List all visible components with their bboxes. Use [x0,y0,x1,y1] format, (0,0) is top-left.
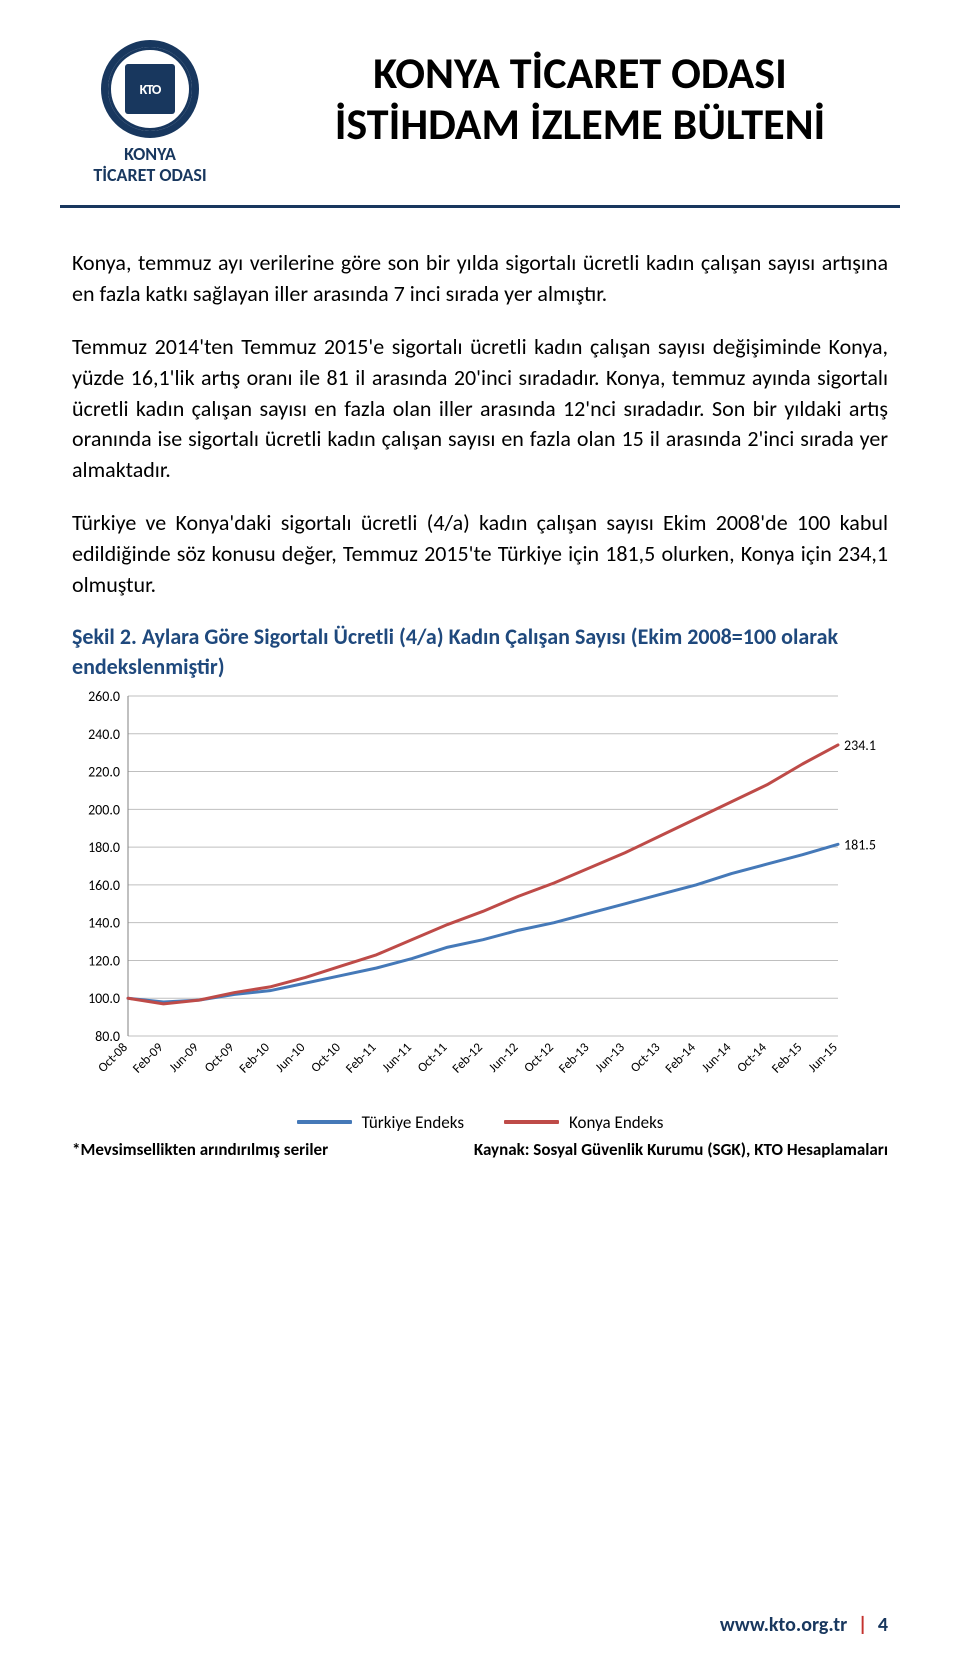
legend-swatch-konya [504,1120,559,1124]
paragraph-3: Türkiye ve Konya'daki sigortalı ücretli … [72,508,888,600]
paragraph-2: Temmuz 2014'ten Temmuz 2015'e sigortalı … [72,332,888,486]
org-name: KONYA TİCARET ODASI [93,144,206,185]
page-footer: www.kto.org.tr | 4 [720,1613,888,1637]
legend-item-konya: Konya Endeks [504,1112,663,1133]
org-logo-block: KTO KONYA TİCARET ODASI [60,40,240,185]
svg-text:Jun-12: Jun-12 [486,1040,522,1076]
chart-title: Şekil 2. Aylara Göre Sigortalı Ücretli (… [72,622,888,681]
org-logo-monogram: KTO [125,64,175,114]
svg-text:Feb-12: Feb-12 [450,1040,487,1077]
svg-text:Oct-08: Oct-08 [95,1040,131,1076]
svg-text:Feb-10: Feb-10 [237,1040,274,1077]
legend-item-turkiye: Türkiye Endeks [297,1112,464,1133]
svg-text:Jun-11: Jun-11 [379,1040,414,1075]
svg-text:234.1: 234.1 [844,737,876,754]
svg-text:Jun-14: Jun-14 [699,1040,735,1076]
legend-swatch-turkiye [297,1120,352,1124]
svg-text:220.0: 220.0 [88,763,120,780]
svg-text:Oct-13: Oct-13 [628,1040,664,1076]
svg-text:Feb-11: Feb-11 [343,1040,379,1076]
svg-text:80.0: 80.0 [95,1028,120,1045]
svg-text:120.0: 120.0 [88,952,120,969]
svg-text:Jun-13: Jun-13 [592,1040,628,1076]
chart-footnote-left: *Mevsimsellikten arındırılmış seriler [72,1139,328,1160]
body-text: Konya, temmuz ayı verilerine göre son bi… [0,208,960,600]
svg-text:Oct-10: Oct-10 [308,1040,344,1076]
line-chart: 80.0 100.0 120.0 140.0 160.0 180.0 200.0 220.0 2… [72,686,888,1106]
org-logo-icon: KTO [101,40,199,138]
svg-text:Oct-11: Oct-11 [415,1040,451,1076]
title-line-2: İSTİHDAM İZLEME BÜLTENİ [260,99,900,150]
org-name-line2: TİCARET ODASI [93,165,206,186]
svg-text:Jun-10: Jun-10 [273,1040,309,1076]
svg-text:Feb-09: Feb-09 [130,1040,167,1077]
page-header: KTO KONYA TİCARET ODASI KONYA TİCARET OD… [0,0,960,185]
svg-text:240.0: 240.0 [88,725,120,742]
chart-footnote-right: Kaynak: Sosyal Güvenlik Kurumu (SGK), KT… [474,1139,888,1160]
title-line-1: KONYA TİCARET ODASI [260,48,900,99]
legend-label-turkiye: Türkiye Endeks [362,1112,464,1133]
svg-text:Jun-09: Jun-09 [166,1040,202,1076]
legend-label-konya: Konya Endeks [569,1112,663,1133]
title-block: KONYA TİCARET ODASI İSTİHDAM İZLEME BÜLT… [260,40,900,149]
svg-text:181.5: 181.5 [844,836,876,853]
chart-legend: Türkiye Endeks Konya Endeks [72,1112,888,1133]
footer-url: www.kto.org.tr [720,1613,847,1637]
svg-text:180.0: 180.0 [88,839,120,856]
paragraph-1: Konya, temmuz ayı verilerine göre son bi… [72,248,888,310]
org-monogram-text: KTO [140,81,161,98]
org-name-line1: KONYA [93,144,206,165]
svg-text:Oct-14: Oct-14 [734,1040,770,1076]
svg-text:Oct-12: Oct-12 [521,1040,557,1076]
svg-text:200.0: 200.0 [88,801,120,818]
svg-text:100.0: 100.0 [88,990,120,1007]
svg-text:Jun-15: Jun-15 [805,1040,840,1075]
svg-text:160.0: 160.0 [88,877,120,894]
footer-separator: | [858,1613,868,1637]
svg-text:Feb-13: Feb-13 [556,1040,593,1077]
svg-text:140.0: 140.0 [88,914,120,931]
chart-footnote-row: *Mevsimsellikten arındırılmış seriler Ka… [72,1139,888,1160]
chart-container: 80.0 100.0 120.0 140.0 160.0 180.0 200.0 220.0 2… [72,686,888,1106]
svg-text:Feb-15: Feb-15 [769,1040,805,1076]
svg-text:260.0: 260.0 [88,688,120,705]
footer-page-number: 4 [878,1613,888,1637]
svg-text:Oct-09: Oct-09 [202,1040,238,1076]
svg-text:Feb-14: Feb-14 [663,1040,700,1077]
